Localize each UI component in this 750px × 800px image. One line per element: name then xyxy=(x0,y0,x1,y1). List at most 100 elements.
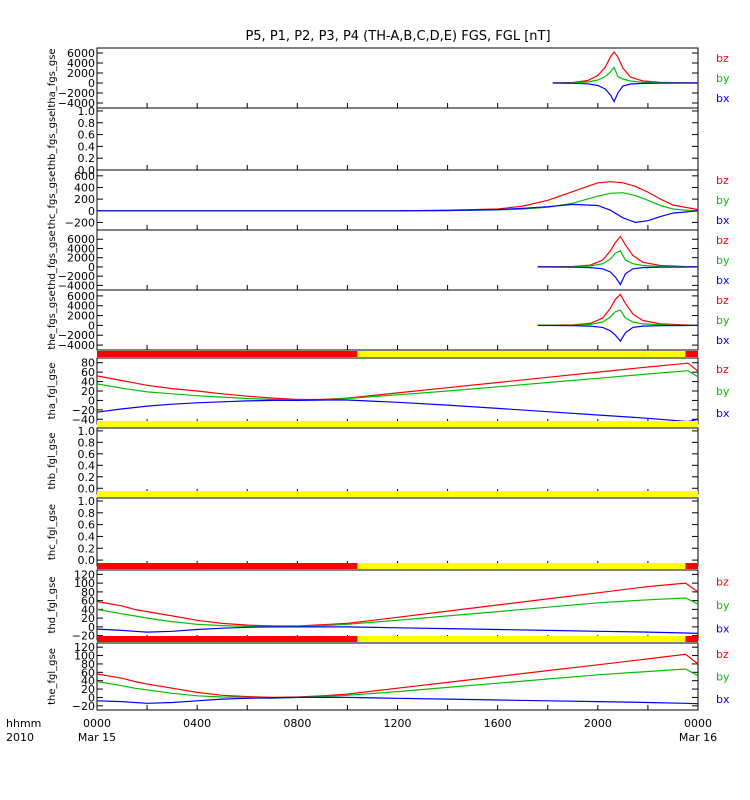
ytick-label-thd_fgl_gse-1: 100 xyxy=(74,577,95,590)
ytick-label-the_fgs_gse-4: −2000 xyxy=(58,329,95,342)
ytick-label-thd_fgl_gse-7: −20 xyxy=(72,630,95,643)
series-line-the_fgl_gse-by xyxy=(96,668,699,699)
legend-the_fgs_gse-bx: bx xyxy=(716,334,730,347)
xtick-label-2: 0800 xyxy=(283,717,311,730)
panel-ylabel-tha_fgs_gse: tha_fgs_gse xyxy=(47,48,58,107)
series-line-thd_fgs_gse-bx xyxy=(537,266,699,286)
ytick-label-thd_fgl_gse-5: 20 xyxy=(81,612,95,625)
ytick-label-tha_fgs_gse-2: 2000 xyxy=(67,67,95,80)
ytick-label-thb_fgs_gsel-5: 0.0 xyxy=(78,164,96,177)
panel-thc_fgl_gse: 1.00.80.60.40.20.0 thc_fgl_gse xyxy=(47,491,699,567)
xtick-label-4: 1600 xyxy=(484,717,512,730)
ytick-label-thd_fgs_gse-1: 4000 xyxy=(67,242,95,255)
ytick-label-thc_fgl_gse-3: 0.4 xyxy=(78,530,96,543)
series-line-the_fgs_gse-bx xyxy=(537,324,699,343)
xtick-label-1: 0400 xyxy=(183,717,211,730)
ytick-label-tha_fgl_gse-3: 20 xyxy=(81,385,95,398)
ytick-label-tha_fgl_gse-2: 40 xyxy=(81,376,95,389)
ytick-label-tha_fgs_gse-0: 6000 xyxy=(67,47,95,60)
xtick-sublabel-0: Mar 15 xyxy=(78,731,116,744)
legend-tha_fgl_gse-by: by xyxy=(716,385,730,398)
ytick-label-thb_fgs_gsel-3: 0.4 xyxy=(78,140,96,153)
panel-frame-thc_fgs_gse xyxy=(96,169,699,231)
legend-the_fgl_gse-bz: bz xyxy=(716,648,729,661)
legend-thc_fgs_gse-by: by xyxy=(716,194,730,207)
x-axis-label-year: 2010 xyxy=(6,731,34,744)
ytick-label-tha_fgs_gse-3: 0 xyxy=(88,77,95,90)
legend-tha_fgs_gse-by: by xyxy=(716,72,730,85)
ytick-label-the_fgs_gse-0: 6000 xyxy=(67,290,95,303)
series-line-the_fgs_gse-by xyxy=(537,309,699,326)
ytick-label-thc_fgs_gse-0: 600 xyxy=(74,170,95,183)
legend-the_fgl_gse-by: by xyxy=(716,671,730,684)
chart-title: P5, P1, P2, P3, P4 (TH-A,B,C,D,E) FGS, F… xyxy=(245,29,550,44)
series-line-thd_fgl_gse-bx xyxy=(96,626,699,634)
panel-frame-thc_fgl_gse xyxy=(96,497,699,567)
legend-tha_fgs_gse-bx: bx xyxy=(716,92,730,105)
legend-thc_fgs_gse-bx: bx xyxy=(716,214,730,227)
ytick-label-thd_fgs_gse-2: 2000 xyxy=(67,252,95,265)
series-line-tha_fgl_gse-by xyxy=(96,370,699,401)
legend-the_fgs_gse-by: by xyxy=(716,314,730,327)
panel-ylabel-the_fgl_gse: the_fgl_gse xyxy=(47,648,58,705)
ytick-label-thb_fgl_gse-3: 0.4 xyxy=(78,459,96,472)
ytick-label-thc_fgl_gse-4: 0.2 xyxy=(78,542,96,555)
series-line-thd_fgl_gse-bz xyxy=(96,582,699,627)
series-line-thd_fgl_gse-by xyxy=(96,597,699,628)
ytick-label-thd_fgs_gse-0: 6000 xyxy=(67,233,95,246)
series-line-thc_fgs_gse-bz xyxy=(97,181,699,212)
legend-the_fgs_gse-bz: bz xyxy=(716,294,729,307)
ytick-label-the_fgs_gse-5: −4000 xyxy=(58,339,95,352)
legend-tha_fgl_gse-bz: bz xyxy=(716,363,729,376)
panel-ylabel-thd_fgl_gse: thd_fgl_gse xyxy=(47,577,58,634)
flag-segment-tha_fgl_gse-1 xyxy=(357,351,686,357)
panel-thb_fgl_gse: 1.00.80.60.40.20.0 thb_fgl_gse xyxy=(47,421,699,495)
panel-frame-thb_fgs_gsel xyxy=(96,107,699,171)
flag-segment-thd_fgl_gse-1 xyxy=(357,563,686,569)
panel-frame-the_fgl_gse xyxy=(96,642,699,711)
ytick-label-thc_fgl_gse-1: 0.8 xyxy=(78,507,96,520)
ytick-label-the_fgs_gse-2: 2000 xyxy=(67,310,95,323)
ytick-label-thc_fgl_gse-0: 1.0 xyxy=(78,495,96,508)
ytick-label-thb_fgl_gse-4: 0.2 xyxy=(78,471,96,484)
flag-segment-thd_fgl_gse-2 xyxy=(685,563,698,569)
ytick-label-thc_fgs_gse-3: 0 xyxy=(88,205,95,218)
ytick-label-the_fgl_gse-2: 80 xyxy=(81,658,95,671)
ytick-label-the_fgs_gse-1: 4000 xyxy=(67,300,95,313)
legend-thd_fgs_gse-bz: bz xyxy=(716,234,729,247)
panel-ylabel-tha_fgl_gse: tha_fgl_gse xyxy=(47,363,58,420)
ytick-label-thb_fgl_gse-5: 0.0 xyxy=(78,482,96,495)
panel-ylabel-the_fgs_gse: the_fgs_gse xyxy=(47,290,58,349)
series-line-the_fgl_gse-bz xyxy=(96,653,699,699)
legend-thd_fgs_gse-bx: bx xyxy=(716,274,730,287)
ytick-label-thb_fgl_gse-2: 0.6 xyxy=(78,448,96,461)
ytick-label-tha_fgl_gse-6: −40 xyxy=(72,413,95,426)
series-line-tha_fgs_gse-bz xyxy=(552,50,698,84)
ytick-label-tha_fgs_gse-4: −2000 xyxy=(58,87,95,100)
flag-segment-the_fgl_gse-2 xyxy=(685,636,698,642)
ytick-label-thd_fgl_gse-4: 40 xyxy=(81,603,95,616)
ytick-label-thd_fgl_gse-6: 0 xyxy=(88,621,95,634)
series-line-the_fgl_gse-bx xyxy=(96,696,699,705)
ytick-label-thb_fgs_gsel-1: 0.8 xyxy=(78,117,96,130)
flag-segment-the_fgl_gse-0 xyxy=(97,636,358,642)
flag-segment-thc_fgl_gse-0 xyxy=(97,491,698,497)
ytick-label-thc_fgs_gse-1: 400 xyxy=(74,181,95,194)
ytick-label-tha_fgl_gse-0: 80 xyxy=(81,357,95,370)
series-line-the_fgs_gse-bz xyxy=(537,293,699,326)
ytick-label-tha_fgl_gse-5: −20 xyxy=(72,404,95,417)
panel-ylabel-thc_fgs_gse: thc_fgs_gse xyxy=(47,171,58,230)
xtick-label-0: 0000 xyxy=(83,717,111,730)
series-line-thc_fgs_gse-by xyxy=(97,192,699,212)
legend-thd_fgs_gse-by: by xyxy=(716,254,730,267)
panel-ylabel-thb_fgl_gse: thb_fgl_gse xyxy=(47,433,58,490)
ytick-label-the_fgl_gse-0: 120 xyxy=(74,641,95,654)
ytick-label-thd_fgs_gse-3: 0 xyxy=(88,261,95,274)
panel-frame-tha_fgs_gse xyxy=(96,47,699,109)
ytick-label-thd_fgl_gse-3: 60 xyxy=(81,595,95,608)
series-line-tha_fgl_gse-bx xyxy=(96,399,699,423)
